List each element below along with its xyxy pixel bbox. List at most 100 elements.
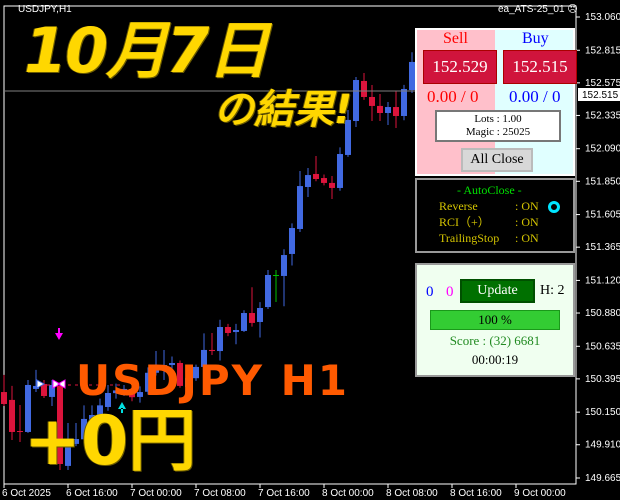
x-tick-label: 6 Oct 16:00 [66, 488, 118, 499]
trade-panel: Sell Buy 152.529 152.515 0.00 / 0 0.00 /… [415, 28, 577, 176]
candle [177, 362, 183, 386]
y-tick-label: 152.575 [585, 78, 620, 89]
candle [121, 388, 127, 392]
exit-marker-icon [52, 379, 66, 389]
candle [409, 61, 415, 91]
y-tick-label: 151.605 [585, 210, 620, 221]
candle [217, 327, 223, 352]
candle [273, 274, 279, 276]
candle [297, 186, 303, 229]
candle [129, 389, 135, 398]
buy-arrow-icon [118, 402, 126, 413]
candle [385, 107, 391, 114]
count-magenta: 0 [446, 284, 454, 300]
candle [49, 384, 55, 397]
autoclose-trailing-value: : ON [515, 231, 539, 245]
count-blue: 0 [426, 284, 434, 300]
status-panel: 0 0 Update H: 2 100 % Score : (32) 6681 … [415, 263, 575, 377]
all-close-button[interactable]: All Close [461, 148, 533, 172]
candle [57, 385, 63, 465]
candle [369, 96, 375, 106]
candle [329, 182, 335, 188]
candle [249, 313, 255, 323]
lots-value: Lots : 1.00 [474, 113, 522, 125]
candle [337, 154, 343, 188]
candle [281, 255, 287, 276]
frown-face-icon: ☹ [567, 4, 578, 15]
candle [185, 377, 191, 388]
buy-label: Buy [522, 30, 549, 47]
profit-text: +0円 [24, 402, 197, 481]
y-tick-label: 152.335 [585, 110, 620, 121]
x-tick-label: 9 Oct 00:00 [514, 488, 566, 499]
progress-label: 100 % [478, 312, 512, 327]
x-tick-label: 8 Oct 16:00 [450, 488, 502, 499]
price-axis[interactable]: 153.060 152.815 152.575 152.335 152.090 151.8… [576, 12, 620, 484]
x-tick-label: 8 Oct 00:00 [322, 488, 374, 499]
autoclose-rci-label: RCI（+） [439, 215, 490, 229]
candle [193, 366, 199, 379]
candle [401, 88, 407, 116]
candle [161, 365, 167, 367]
candle [393, 107, 399, 116]
candle [265, 274, 271, 308]
y-tick-label: 151.365 [585, 242, 620, 253]
candle [353, 80, 359, 122]
autoclose-reverse-value: : ON [515, 199, 539, 213]
candles-layer [1, 52, 415, 470]
timer: 00:00:19 [471, 352, 519, 367]
buy-position: 0.00 / 0 [509, 87, 561, 106]
title-date: 10月7日 [24, 14, 269, 87]
autoclose-rci-value: : ON [515, 215, 539, 229]
buy-button[interactable]: 152.515 [503, 50, 577, 84]
current-price-label: 152.515 [582, 90, 619, 101]
candle [241, 313, 247, 331]
candle [345, 119, 351, 155]
candle [361, 80, 367, 97]
candle [153, 366, 159, 373]
sell-button[interactable]: 152.529 [423, 50, 497, 84]
h-value: H: 2 [540, 283, 565, 298]
ea-name: ea_ATS-25_01 ☹ [498, 4, 578, 16]
autoclose-panel: - AutoClose - Reverse : ON RCI（+） : ON T… [415, 178, 575, 253]
candle [377, 105, 383, 114]
y-tick-label: 151.850 [585, 176, 620, 187]
candle [145, 372, 151, 392]
y-tick-label: 149.910 [585, 440, 620, 451]
candle [81, 418, 87, 440]
x-tick-label: 7 Oct 16:00 [258, 488, 310, 499]
update-button[interactable]: Update [460, 279, 535, 303]
sell-label: Sell [443, 30, 468, 47]
y-tick-label: 150.635 [585, 341, 620, 352]
candle [105, 392, 111, 407]
candle [305, 175, 311, 188]
candle [257, 307, 263, 322]
candle [25, 384, 31, 432]
x-tick-label: 7 Oct 00:00 [130, 488, 182, 499]
score: Score : (32) 6681 [449, 333, 541, 348]
candle [289, 228, 295, 254]
candle [137, 392, 143, 397]
sell-position: 0.00 / 0 [427, 87, 479, 106]
candle [33, 385, 39, 389]
current-price-tag [578, 88, 620, 101]
y-tick-label: 150.880 [585, 308, 620, 319]
candle [41, 384, 47, 396]
candle [233, 329, 239, 333]
x-tick-label: 7 Oct 08:00 [194, 488, 246, 499]
autoclose-reverse-label: Reverse [439, 199, 478, 213]
pair-timeframe-text: USDJPY H1 [76, 356, 350, 405]
chart-frame [3, 5, 577, 485]
candle [313, 173, 319, 179]
candle [321, 178, 327, 183]
magic-value: Magic : 25025 [465, 126, 531, 138]
autoclose-title: - AutoClose - [457, 183, 522, 197]
x-tick-label: 6 Oct 2025 [2, 488, 51, 499]
candle [73, 439, 79, 444]
time-axis[interactable]: 6 Oct 2025 6 Oct 16:00 7 Oct 00:00 7 Oct 08… [2, 484, 566, 499]
y-tick-label: 151.120 [585, 275, 620, 286]
candle [113, 390, 119, 394]
title-result: の結果! [214, 87, 353, 133]
sell-arrow-icon [55, 328, 63, 340]
